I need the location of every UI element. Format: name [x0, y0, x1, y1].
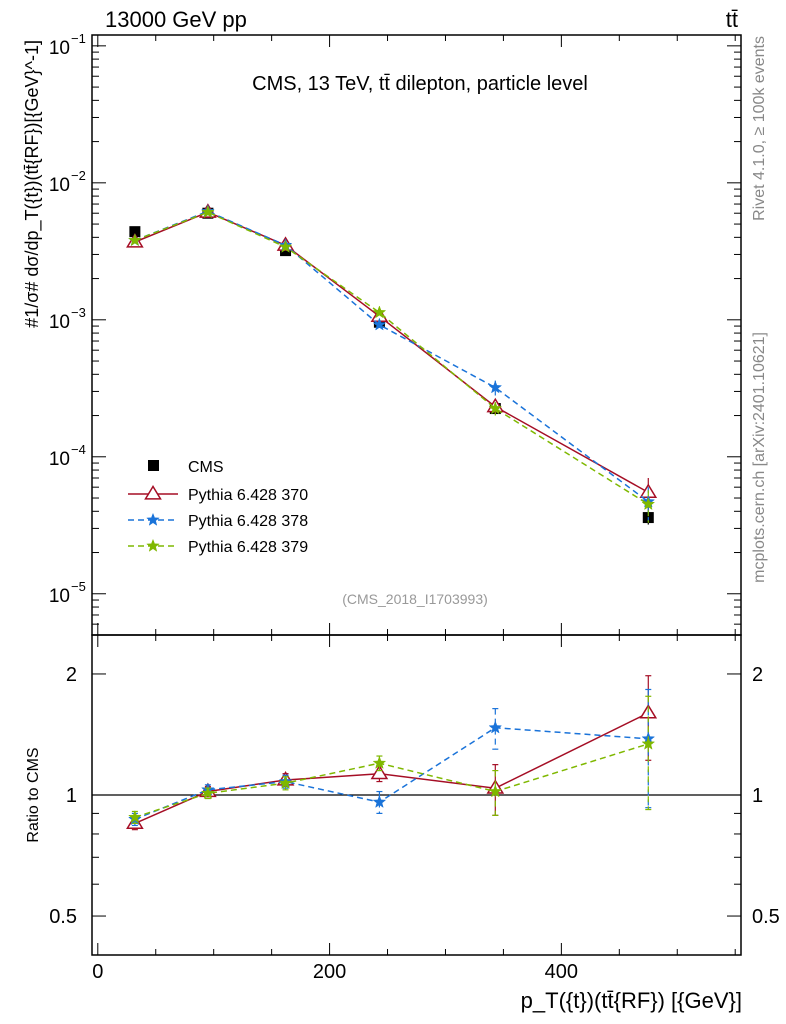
series-1-ratio-point	[488, 720, 503, 734]
series-2-ratio-line	[134, 743, 649, 819]
ratio-axes: 0 200 400 0.5 0.5 1 1 2 2	[49, 635, 780, 983]
y-tick-label: 10	[49, 449, 70, 470]
series-2-line	[134, 211, 649, 505]
series-2-point	[278, 239, 293, 253]
legend-marker-series-2	[146, 538, 160, 552]
legend-label-cms: CMS	[188, 459, 224, 476]
legend-marker-series-0	[144, 485, 162, 500]
series-0-ratio-point	[370, 764, 389, 780]
ratio-y-tick-label: 2	[66, 664, 77, 686]
legend-marker-cms	[148, 460, 159, 471]
series-2-ratio-point	[488, 784, 503, 798]
legend-label-series-1: Pythia 6.428 378	[188, 513, 308, 530]
x-tick-label: 0	[92, 961, 103, 983]
series-2-ratio-point	[372, 755, 387, 769]
series-2-point	[488, 401, 503, 415]
series-1-point	[372, 317, 387, 331]
y-tick-label: 10	[49, 38, 70, 59]
ratio-y-tick-label: 0.5	[49, 906, 77, 928]
y-tick-label-exponent: −1	[71, 31, 86, 46]
y-tick-label: 10	[49, 586, 70, 607]
series-2-point	[128, 233, 142, 247]
cms-data-point	[129, 226, 141, 238]
ratio-y-tick-label-right: 0.5	[752, 906, 780, 928]
header-beam-label: 13000 GeV pp	[105, 7, 247, 32]
ratio-y-axis-label: Ratio to CMS	[25, 747, 42, 842]
series-0-line	[134, 211, 649, 494]
legend-label-series-2: Pythia 6.428 379	[188, 539, 308, 556]
x-axis-label: p_T({t})(tt̄{RF}) [{GeV}]	[521, 988, 742, 1013]
y-tick-label: 10	[49, 175, 70, 196]
side-label-mcplots: mcplots.cern.ch [arXiv:2401.10621]	[751, 332, 768, 583]
x-tick-label: 400	[545, 961, 578, 983]
legend-marker-series-1	[146, 512, 160, 526]
analysis-watermark: (CMS_2018_I1703993)	[342, 591, 488, 607]
ratio-y-tick-label: 1	[66, 785, 77, 807]
series-2-ratio-point	[128, 810, 142, 824]
y-tick-label-exponent: −4	[71, 442, 86, 457]
series-2-ratio-point	[278, 775, 293, 789]
x-tick-label: 200	[313, 961, 346, 983]
chart-title: CMS, 13 TeV, tt̄ dilepton, particle leve…	[252, 73, 588, 95]
series-2-point	[201, 204, 215, 219]
ratio-y-tick-label-right: 2	[752, 664, 763, 686]
ratio-series-group	[126, 675, 658, 831]
series-1-point	[488, 380, 503, 394]
side-label-rivet: Rivet 4.1.0, ≥ 100k events	[751, 36, 768, 221]
y-tick-label-exponent: −5	[71, 579, 86, 594]
y-tick-label: 10	[49, 312, 70, 333]
main-axes: 10−110−210−310−410−5	[49, 31, 741, 635]
legend: CMS Pythia 6.428 370 Pythia 6.428 378 Pyth…	[128, 459, 308, 556]
series-0-ratio-line	[134, 712, 649, 825]
series-2-point	[372, 305, 387, 319]
y-tick-label-exponent: −2	[71, 168, 86, 183]
series-2-ratio-point	[201, 786, 215, 800]
header-process-label: tt̄	[726, 7, 738, 32]
series-2-point	[641, 497, 656, 511]
series-1-ratio-point	[372, 794, 387, 808]
legend-label-series-0: Pythia 6.428 370	[188, 487, 308, 504]
ratio-y-tick-label-right: 1	[752, 785, 763, 807]
main-series-group	[126, 203, 658, 525]
series-2-ratio-point	[641, 736, 656, 750]
series-1-ratio-line	[134, 726, 649, 820]
y-axis-label: #1/σ# dσ/dp_T({t})(tt̄{RF})[{GeV}^-1]	[22, 40, 43, 328]
y-tick-label-exponent: −3	[71, 305, 86, 320]
